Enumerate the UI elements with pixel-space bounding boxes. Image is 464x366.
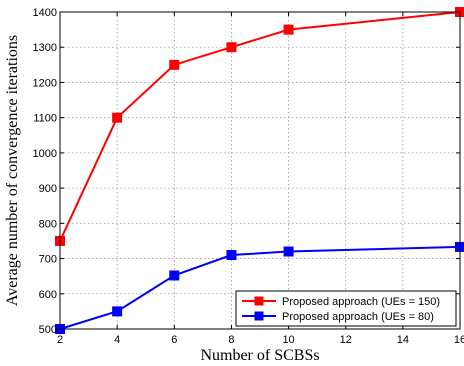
legend-marker (254, 311, 264, 321)
grid (60, 12, 460, 329)
series-layer (55, 7, 464, 334)
legend-label: Proposed approach (UEs = 80) (282, 311, 434, 323)
x-tick-label: 6 (171, 334, 177, 346)
x-tick-label: 16 (454, 334, 464, 346)
y-tick-label: 1400 (33, 7, 57, 19)
series-2-point (112, 306, 123, 317)
x-axis-label: Number of SCBSs (200, 347, 319, 364)
x-tick-label: 14 (397, 334, 409, 346)
series-1-point (226, 42, 237, 53)
y-tick-label: 800 (39, 218, 57, 230)
legend-label: Proposed approach (UEs = 150) (282, 296, 440, 308)
y-tick-label: 700 (39, 254, 57, 266)
series-2-line (59, 245, 461, 330)
y-tick-label: 1200 (33, 77, 57, 89)
y-tick-label: 500 (39, 324, 57, 336)
series-1-line (59, 11, 461, 242)
y-tick-label: 1300 (33, 42, 57, 54)
series-1-point (169, 59, 180, 70)
y-tick-label: 900 (39, 183, 57, 195)
series-2-point (169, 270, 180, 281)
x-tick-label: 8 (228, 334, 234, 346)
x-tick-label: 2 (57, 334, 63, 346)
series-2-point (283, 246, 294, 257)
legend-marker (254, 296, 264, 306)
ticks: 2 4 6 8 10 12 14 16 500 600 700 800 900 1000 1100 1200 1… (33, 7, 464, 346)
x-tick-label: 4 (114, 334, 120, 346)
series-1-point (283, 24, 294, 35)
plot-frame (59, 11, 461, 330)
legend: Proposed approach (UEs = 150) Proposed ap… (235, 290, 457, 327)
y-tick-label: 600 (39, 289, 57, 301)
y-axis-label: Average number of convergence iterations (4, 35, 21, 306)
x-tick-label: 12 (340, 334, 352, 346)
y-tick-label: 1100 (33, 113, 57, 125)
y-tick-label: 1000 (33, 148, 57, 160)
x-tick-label: 10 (282, 334, 294, 346)
series-1-point (112, 112, 123, 123)
legend-box (235, 290, 457, 327)
series-2-point (226, 250, 237, 261)
